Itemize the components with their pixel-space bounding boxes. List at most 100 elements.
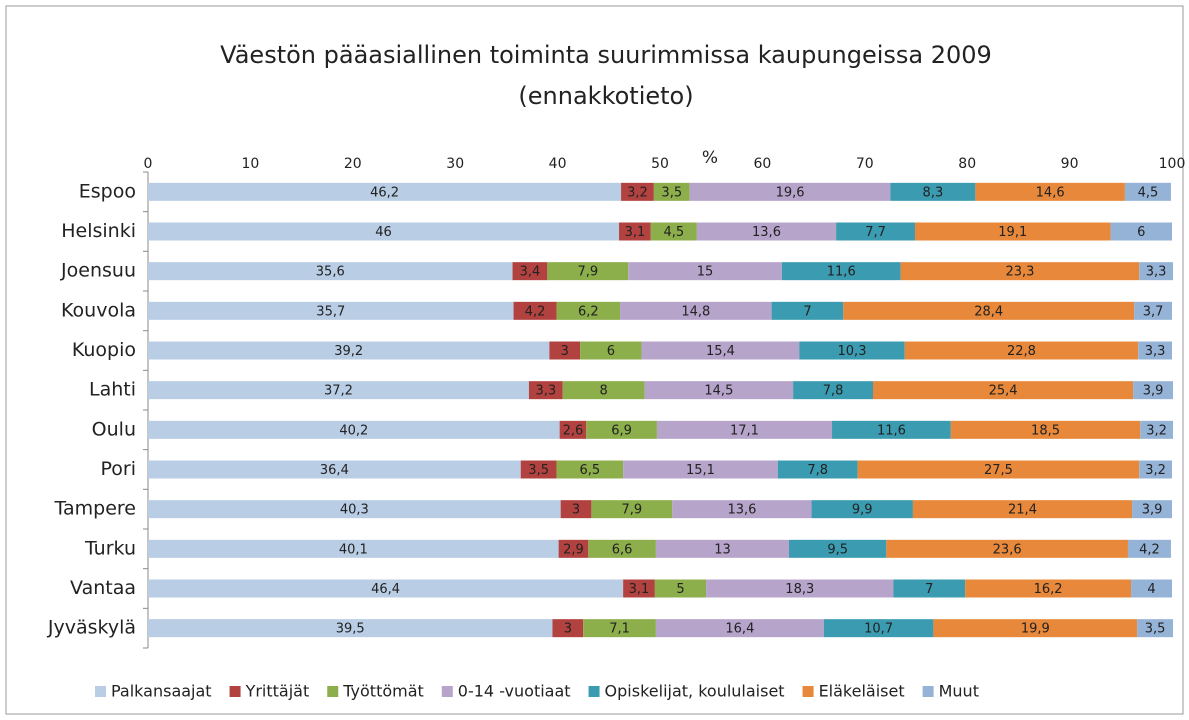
bar-segment (823, 619, 934, 638)
bar-segment (1132, 500, 1172, 519)
bar-segment (644, 381, 794, 400)
bar-segment (513, 301, 557, 320)
bar-segment (520, 460, 557, 479)
bar-segment (560, 500, 592, 519)
bar-segment (650, 222, 697, 241)
bar-segment (893, 579, 966, 598)
data-label: 4,5 (663, 225, 684, 240)
legend-swatch (588, 686, 600, 697)
data-label: 7,9 (621, 503, 642, 518)
bar-segment (900, 262, 1140, 281)
data-label: 40,2 (339, 423, 368, 438)
legend-swatch (95, 686, 106, 697)
data-label: 7,1 (609, 622, 630, 637)
bar-segment (148, 579, 624, 598)
bar-segment (933, 619, 1138, 638)
data-label: 3,5 (1145, 622, 1166, 637)
bar-segment (771, 301, 844, 320)
bar-segment (890, 182, 976, 201)
data-label: 6,6 (612, 542, 633, 557)
data-label: 3,3 (1146, 265, 1167, 280)
bar-segment (781, 262, 901, 281)
data-label: 14,5 (704, 384, 733, 399)
y-tick-label: Lahti (89, 379, 136, 401)
data-label: 35,6 (316, 265, 345, 280)
x-tick-label: 60 (753, 156, 771, 172)
data-label: 4,2 (1139, 542, 1160, 557)
data-label: 9,9 (852, 503, 873, 518)
bar-segment (148, 222, 620, 241)
x-tick-label: 90 (1061, 156, 1079, 172)
legend-swatch (229, 686, 241, 697)
data-label: 27,5 (984, 463, 1013, 478)
chart-border (5, 5, 1184, 715)
bar-segment (621, 182, 654, 201)
data-label: 21,4 (1008, 503, 1037, 518)
bar-segment (950, 420, 1141, 439)
bar-segment (512, 262, 548, 281)
bar-segment (872, 381, 1134, 400)
data-label: 19,1 (998, 225, 1027, 240)
data-label: 3,5 (661, 185, 682, 200)
x-tick-label: 40 (549, 156, 567, 172)
legend-label: Työttömät (342, 682, 424, 701)
data-label: 40,1 (339, 542, 368, 557)
data-label: 10,3 (838, 344, 867, 359)
data-label: 6,2 (578, 304, 599, 319)
data-label: 6 (1137, 225, 1145, 240)
data-label: 7 (925, 582, 933, 597)
bar-segment (148, 341, 550, 360)
bar-segment (789, 539, 887, 558)
bar-segment (556, 301, 621, 320)
data-label: 2,6 (563, 423, 584, 438)
chart-title: Väestön pääasiallinen toiminta suurimmis… (220, 41, 992, 69)
data-label: 3,9 (1142, 503, 1163, 518)
bar-segment (857, 460, 1140, 479)
data-label: 22,8 (1007, 344, 1036, 359)
bar-segment (1133, 381, 1174, 400)
legend-label: Palkansaajat (111, 682, 212, 701)
data-label: 46 (375, 225, 392, 240)
bar-segment (1138, 341, 1172, 360)
data-label: 15,4 (706, 344, 735, 359)
data-label: 15,1 (686, 463, 715, 478)
data-label: 15 (697, 265, 714, 280)
bar-segment (148, 381, 529, 400)
bar-segment (672, 500, 812, 519)
x-tick-label: 50 (651, 156, 669, 172)
data-label: 3,2 (627, 185, 648, 200)
data-label: 14,8 (681, 304, 710, 319)
bar-segment (1124, 182, 1171, 201)
data-label: 25,4 (989, 384, 1018, 399)
data-label: 3,9 (1143, 384, 1164, 399)
bar-segment (148, 301, 514, 320)
bar-segment (641, 341, 800, 360)
legend-label: Eläkeläiset (819, 682, 905, 701)
bar-segment (583, 619, 656, 638)
data-label: 3,1 (629, 582, 650, 597)
data-label: 40,3 (340, 503, 369, 518)
bar-segment (777, 460, 858, 479)
data-label: 3,2 (1146, 423, 1167, 438)
y-tick-label: Tampere (54, 498, 136, 520)
data-label: 3,2 (1145, 463, 1166, 478)
bar-segment (1140, 420, 1174, 439)
data-label: 14,6 (1036, 185, 1065, 200)
legend-label: Yrittäjät (245, 682, 310, 701)
data-label: 17,1 (730, 423, 759, 438)
legend-swatch (922, 686, 934, 697)
bar-segment (148, 460, 521, 479)
data-label: 8,3 (923, 185, 944, 200)
bar-segment (654, 579, 707, 598)
y-tick-label: Joensuu (60, 260, 136, 282)
data-label: 3 (561, 344, 569, 359)
data-label: 11,6 (877, 423, 906, 438)
bar-segment (843, 301, 1135, 320)
bar-segment (623, 460, 778, 479)
data-label: 4,5 (1138, 185, 1159, 200)
data-label: 6 (607, 344, 615, 359)
x-tick-label: 30 (446, 156, 464, 172)
data-label: 3,7 (1143, 304, 1164, 319)
bar-segment (148, 262, 513, 281)
data-label: 6,9 (611, 423, 632, 438)
